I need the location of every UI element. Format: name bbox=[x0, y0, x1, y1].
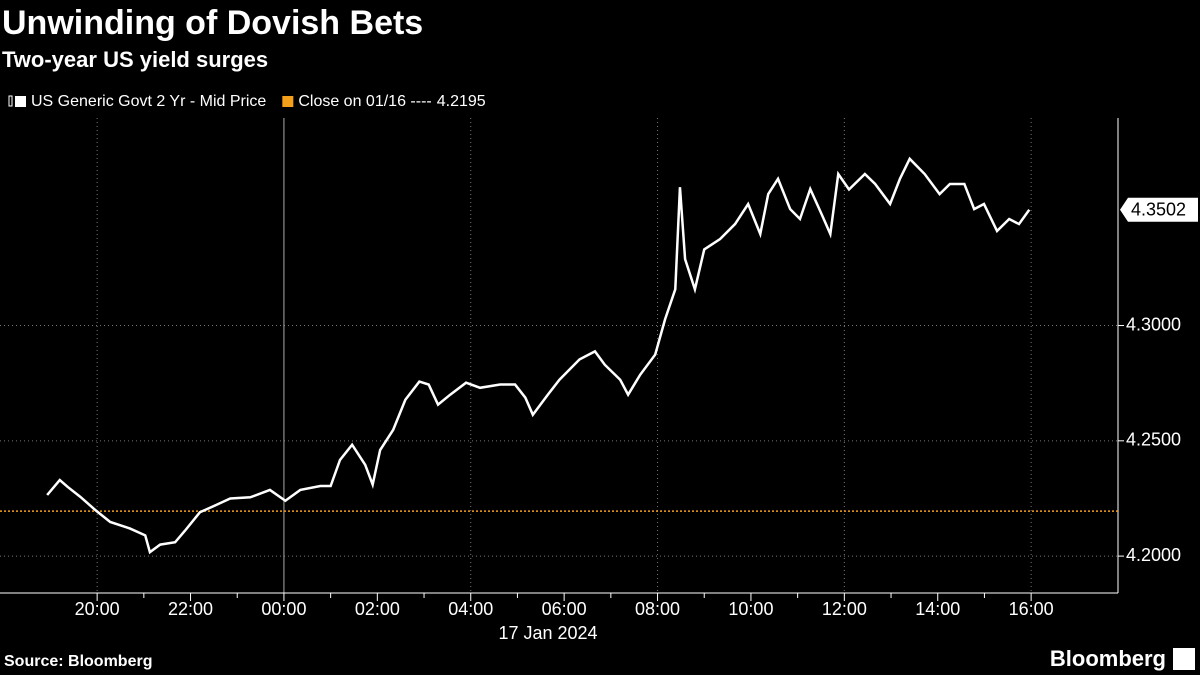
legend-swatch bbox=[282, 96, 294, 107]
chart-subtitle: Two-year US yield surges bbox=[2, 47, 268, 72]
y-tick-label: 4.3000 bbox=[1126, 314, 1181, 334]
chart-title: Unwinding of Dovish Bets bbox=[2, 4, 423, 42]
x-tick-label: 10:00 bbox=[728, 599, 773, 619]
y-tick-label: 4.2000 bbox=[1126, 545, 1181, 565]
x-tick-label: 04:00 bbox=[448, 599, 493, 619]
legend-label: US Generic Govt 2 Yr - Mid Price bbox=[31, 93, 266, 110]
brand-icon bbox=[1173, 648, 1195, 670]
line-series bbox=[46, 156, 1031, 555]
legend-label: Close on 01/16 ---- bbox=[298, 93, 431, 110]
legend-swatch bbox=[15, 96, 26, 107]
x-tick-label: 20:00 bbox=[75, 599, 120, 619]
x-tick-label: 22:00 bbox=[168, 599, 213, 619]
last-value-box bbox=[1120, 197, 1198, 222]
x-tick-label: 08:00 bbox=[635, 599, 680, 619]
x-tick-label: 12:00 bbox=[822, 599, 867, 619]
legend-icon bbox=[8, 95, 13, 107]
x-tick-label: 06:00 bbox=[542, 599, 587, 619]
x-tick-label: 16:00 bbox=[1009, 599, 1054, 619]
x-tick-label: 14:00 bbox=[915, 599, 960, 619]
legend-value: 4.2195 bbox=[437, 93, 486, 110]
source: Source: Bloomberg bbox=[4, 653, 152, 670]
last-value-label: 4.3502 bbox=[1131, 200, 1186, 220]
x-axis-label: 17 Jan 2024 bbox=[498, 623, 597, 643]
x-tick-label: 00:00 bbox=[261, 599, 306, 619]
y-tick-label: 4.2500 bbox=[1126, 430, 1181, 450]
x-tick-label: 02:00 bbox=[355, 599, 400, 619]
brand: Bloomberg bbox=[1050, 646, 1166, 671]
